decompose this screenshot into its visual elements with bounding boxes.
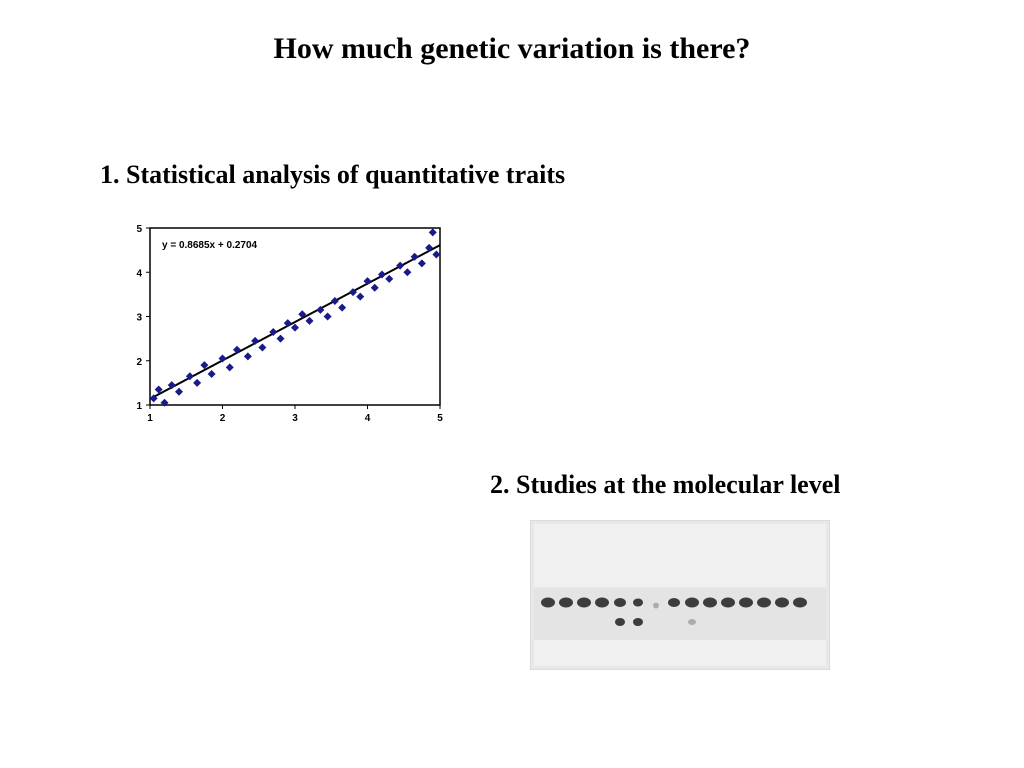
section2-heading: 2. Studies at the molecular level [490, 470, 840, 500]
svg-text:5: 5 [136, 224, 142, 235]
svg-text:2: 2 [220, 413, 226, 424]
svg-text:3: 3 [136, 313, 142, 324]
svg-text:1: 1 [147, 413, 153, 424]
svg-text:5: 5 [437, 413, 443, 424]
svg-text:4: 4 [365, 413, 371, 424]
page-title: How much genetic variation is there? [0, 32, 1024, 66]
svg-text:1: 1 [136, 401, 142, 412]
section1-heading: 1. Statistical analysis of quantitative … [100, 160, 565, 190]
scatter-chart: 1 2 3 4 5 1 2 3 4 5 y = 0.8685x + 0.2704 [115, 220, 445, 430]
svg-text:y = 0.8685x + 0.2704: y = 0.8685x + 0.2704 [162, 240, 258, 251]
svg-text:3: 3 [292, 413, 298, 424]
gel-electrophoresis-image [530, 520, 830, 670]
svg-text:2: 2 [136, 357, 142, 368]
svg-text:4: 4 [136, 268, 142, 279]
